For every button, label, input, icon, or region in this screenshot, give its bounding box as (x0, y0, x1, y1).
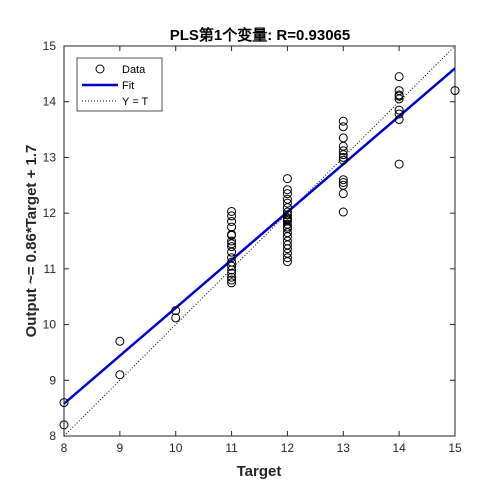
data-point (227, 242, 237, 252)
y-tick-label: 13 (43, 150, 57, 164)
data-point (338, 150, 348, 160)
data-point (282, 210, 292, 220)
data-point (394, 115, 404, 125)
fit-line-layer (63, 67, 456, 405)
y-tick-label: 11 (44, 262, 57, 276)
x-tick-label: 14 (392, 441, 406, 455)
legend: Data Fit Y = T (76, 57, 163, 112)
data-point (282, 253, 292, 263)
data-point (338, 122, 348, 132)
data-point (227, 272, 237, 282)
data-point (338, 175, 348, 185)
x-tick-label: 9 (117, 441, 124, 455)
y-axis-label: Output ~= 0.86*Target + 1.7 (23, 145, 40, 338)
data-point (115, 336, 125, 346)
data-point (227, 236, 237, 246)
axis-ticks: 8 9 10 11 12 13 14 15 8 9 10 11 12 13 14 15 (43, 39, 462, 455)
data-point (338, 155, 348, 165)
x-tick-label: 13 (337, 441, 351, 455)
data-point (338, 189, 348, 199)
data-point (59, 420, 69, 430)
legend-label-data: Data (122, 64, 146, 76)
data-point (282, 215, 292, 225)
identity-line (63, 45, 456, 437)
data-point (338, 207, 348, 217)
x-tick-label: 15 (448, 441, 462, 455)
data-point (282, 222, 292, 232)
data-point (338, 152, 348, 162)
data-point (282, 203, 292, 213)
legend-label-fit: Fit (122, 80, 134, 92)
x-axis-label: Target (237, 463, 282, 480)
data-point (282, 185, 292, 195)
data-point (115, 370, 125, 380)
legend-label-identity: Y = T (122, 96, 148, 108)
y-tick-label: 9 (49, 373, 56, 387)
data-point (227, 239, 237, 249)
data-point (338, 146, 348, 156)
data-point (59, 398, 69, 408)
data-point (394, 91, 404, 101)
y-tick-label: 8 (49, 429, 56, 443)
data-point (227, 261, 237, 271)
legend-data-marker (95, 64, 105, 74)
y-tick-label: 10 (43, 318, 57, 332)
data-point (171, 306, 181, 316)
data-point (227, 217, 237, 226)
data-point (171, 313, 181, 323)
identity-line-layer (63, 45, 456, 437)
data-point (394, 72, 404, 82)
data-point (394, 109, 404, 119)
data-point (227, 206, 237, 216)
data-point (282, 257, 292, 267)
data-point (227, 211, 237, 221)
data-point (227, 278, 237, 288)
data-point (450, 86, 460, 96)
data-point (282, 198, 292, 208)
x-tick-label: 8 (61, 441, 68, 455)
x-tick-label: 11 (225, 441, 238, 455)
data-point (282, 189, 292, 199)
data-point (338, 178, 348, 187)
data-point (394, 94, 404, 104)
legend-box (76, 57, 163, 112)
chart-title: PLS第1个变量: R=0.93065 (170, 26, 351, 44)
x-tick-label: 12 (281, 441, 295, 455)
data-point (394, 159, 404, 169)
data-point (227, 265, 237, 275)
data-point (227, 268, 237, 278)
data-point (282, 244, 292, 254)
data-point (394, 105, 404, 115)
data-points (59, 72, 460, 430)
y-tick-label: 12 (43, 206, 57, 220)
x-tick-label: 10 (169, 441, 183, 455)
data-point (282, 174, 292, 184)
y-tick-label: 15 (43, 39, 57, 53)
data-point (338, 116, 348, 126)
y-tick-label: 14 (43, 95, 57, 109)
fit-line (63, 67, 456, 405)
data-point (227, 275, 237, 285)
